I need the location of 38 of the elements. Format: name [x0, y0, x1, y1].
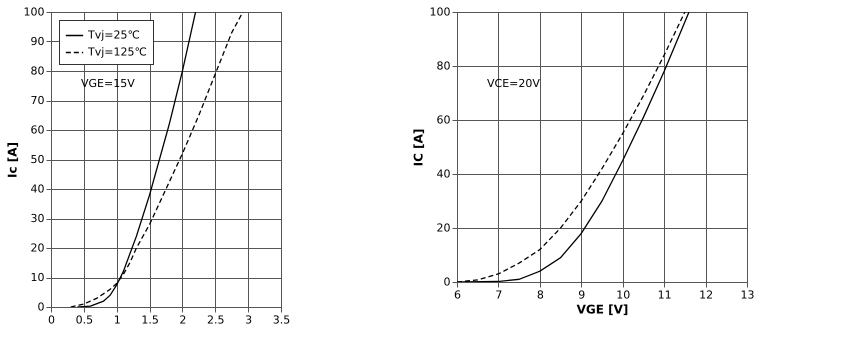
x-tick-label: 13 — [740, 288, 754, 302]
y-tick-label: 100 — [430, 6, 450, 18]
y-tick-label: 40 — [30, 182, 44, 196]
y-tick-label: 70 — [30, 94, 44, 107]
x-tick-label: 0.5 — [76, 314, 94, 326]
y-tick-label: 60 — [436, 114, 450, 126]
x-tick-label: 11 — [658, 288, 672, 302]
y-tick-label: 40 — [436, 168, 450, 180]
x-tick-label: 12 — [699, 288, 714, 302]
x-tick-label: 0 — [48, 314, 55, 326]
x-tick-label: 2 — [179, 314, 186, 326]
y-tick-label: 80 — [436, 60, 450, 72]
y-tick-label: 30 — [30, 212, 44, 225]
x-tick-label: 3.5 — [272, 314, 290, 326]
y-tick-label: 90 — [30, 35, 44, 48]
y-tick-label: 0 — [38, 300, 44, 314]
x-tick-label: 3 — [245, 314, 252, 326]
x-tick-label: 7 — [495, 288, 502, 302]
x-tick-label: 10 — [616, 288, 630, 302]
y-tick-label: 20 — [30, 242, 44, 254]
y-tick-label: 10 — [30, 271, 44, 284]
x-axis-title: VGE [V] — [576, 302, 628, 316]
y-tick-label: 20 — [436, 222, 450, 234]
y-tick-label: 80 — [30, 64, 44, 78]
x-tick-label: 8 — [536, 288, 544, 302]
y-tick-label: 100 — [24, 6, 44, 18]
x-tick-label: 6 — [454, 288, 461, 302]
y-tick-label: 0 — [444, 276, 450, 288]
y-tick-label: 50 — [30, 153, 44, 166]
y-tick-label: 60 — [30, 124, 44, 136]
legend-label: Tvj=25℃ — [87, 28, 140, 42]
x-tick-label: 1.5 — [141, 314, 159, 326]
y-axis-title: Ic [A] — [6, 142, 20, 178]
y-axis-title: IC [A] — [412, 128, 426, 166]
legend-label: Tvj=125℃ — [87, 46, 147, 58]
x-tick-label: 2.5 — [207, 314, 225, 326]
x-tick-label: 9 — [578, 288, 586, 302]
x-tick-label: 1 — [114, 314, 121, 326]
